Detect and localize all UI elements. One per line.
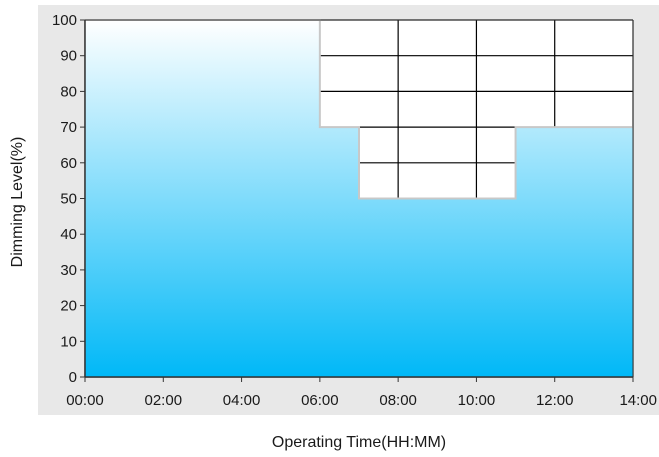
y-tick-label: 50 bbox=[60, 191, 77, 208]
y-tick-label: 100 bbox=[52, 12, 77, 29]
axes bbox=[84, 19, 634, 378]
y-tick-label: 20 bbox=[60, 298, 77, 315]
y-tick-label: 40 bbox=[60, 226, 77, 243]
x-tick-label: 00:00 bbox=[66, 392, 104, 409]
x-tick-label: 02:00 bbox=[145, 392, 183, 409]
dimming-step-edge bbox=[85, 19, 633, 200]
x-tick-label: 14:00 bbox=[619, 392, 657, 409]
y-tick-label: 80 bbox=[60, 83, 77, 100]
y-tick-label: 30 bbox=[60, 262, 77, 279]
y-tick-labels: 0 10 20 30 40 50 60 70 80 90 100 bbox=[52, 12, 85, 386]
y-tick-label: 60 bbox=[60, 155, 77, 172]
x-tick-label: 04:00 bbox=[223, 392, 261, 409]
y-tick-label: 90 bbox=[60, 48, 77, 65]
x-tick-labels: 00:00 02:00 04:00 06:00 08:00 10:00 12:00 14:00 bbox=[66, 377, 657, 409]
y-tick-label: 10 bbox=[60, 333, 77, 350]
y-tick-label: 0 bbox=[69, 369, 77, 386]
x-tick-label: 06:00 bbox=[301, 392, 339, 409]
x-tick-label: 10:00 bbox=[458, 392, 496, 409]
y-axis-title: Dimming Level(%) bbox=[9, 137, 26, 268]
y-tick-label: 70 bbox=[60, 119, 77, 136]
x-tick-label: 12:00 bbox=[536, 392, 574, 409]
x-tick-label: 08:00 bbox=[379, 392, 417, 409]
x-axis-title: Operating Time(HH:MM) bbox=[272, 434, 446, 451]
